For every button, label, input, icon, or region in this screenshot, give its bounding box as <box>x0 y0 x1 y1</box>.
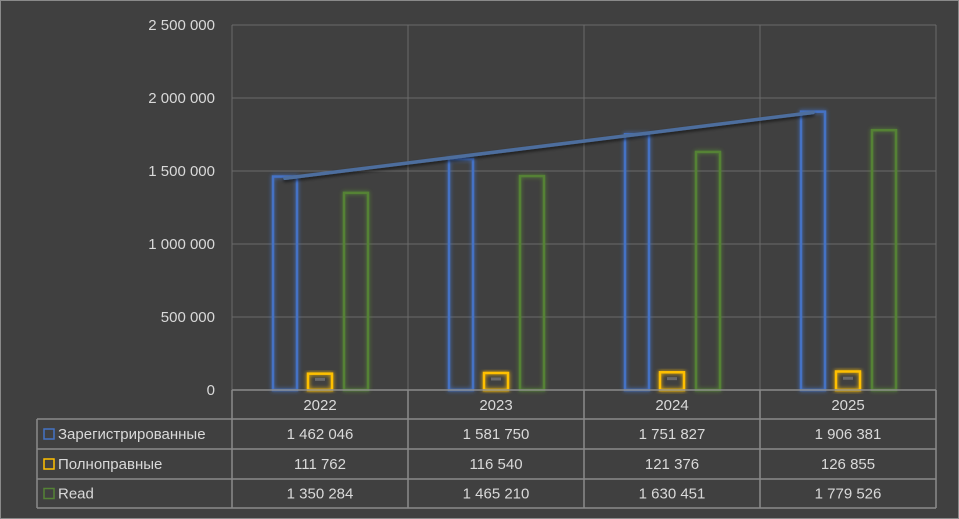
gridlines <box>231 24 937 391</box>
bar-registered-2023 <box>447 157 475 392</box>
y-tick-label: 2 500 000 <box>148 17 215 34</box>
x-category-label: 2025 <box>831 397 864 414</box>
bar-read-2024 <box>694 150 722 392</box>
data-table-value: 1 462 046 <box>287 426 354 443</box>
legend-label: Read <box>58 486 94 503</box>
data-table-value: 1 350 284 <box>287 486 354 503</box>
bar-read-2022 <box>342 191 370 392</box>
y-tick-label: 0 <box>207 382 215 399</box>
data-table: 2022 2023 2024 2025 Зарегистрированные 1 462 … <box>36 389 937 509</box>
data-table-value: 111 762 <box>294 456 346 473</box>
bar-registered-2025 <box>799 110 827 392</box>
x-category-label: 2023 <box>479 397 512 414</box>
data-table-value: 1 581 750 <box>463 426 530 443</box>
bar-inner-mark <box>843 376 853 380</box>
data-table-value: 126 855 <box>821 456 875 473</box>
data-table-value: 1 779 526 <box>815 486 882 503</box>
bar-read-2025 <box>870 128 898 392</box>
data-table-value: 121 376 <box>645 456 699 473</box>
bar-registered-2024 <box>623 132 651 392</box>
bar-full-rights-2025 <box>834 370 862 392</box>
legend-key <box>43 428 55 440</box>
legend-key <box>43 458 55 470</box>
bar-inner-mark <box>667 377 677 381</box>
trendline <box>283 110 815 181</box>
data-table-value: 1 465 210 <box>463 486 530 503</box>
y-tick-label: 500 000 <box>161 309 215 326</box>
data-table-value: 116 540 <box>469 456 522 473</box>
data-table-value: 1 906 381 <box>815 426 882 443</box>
y-tick-label: 2 000 000 <box>148 90 215 107</box>
y-tick-label: 1 000 000 <box>148 236 215 253</box>
bar-full-rights-2022 <box>306 372 334 392</box>
y-tick-label: 1 500 000 <box>148 163 215 180</box>
data-table-value: 1 751 827 <box>639 426 706 443</box>
legend-key <box>43 487 55 500</box>
x-category-label: 2022 <box>303 397 336 414</box>
legend-label: Полноправные <box>58 456 162 473</box>
bar-inner-mark <box>315 377 325 381</box>
bar-registered-2022 <box>271 175 299 392</box>
bar-full-rights-2024 <box>658 371 686 392</box>
bar-read-2023 <box>518 174 546 392</box>
trendline-layer <box>283 110 815 181</box>
x-category-label: 2024 <box>655 397 688 414</box>
legend-label: Зарегистрированные <box>58 426 206 443</box>
y-axis-ticks: 0 500 000 1 000 000 1 500 000 2 000 000 2 500… <box>148 17 215 399</box>
data-table-value: 1 630 451 <box>639 486 706 503</box>
bar-inner-mark <box>491 377 501 381</box>
bar-full-rights-2023 <box>482 371 510 392</box>
